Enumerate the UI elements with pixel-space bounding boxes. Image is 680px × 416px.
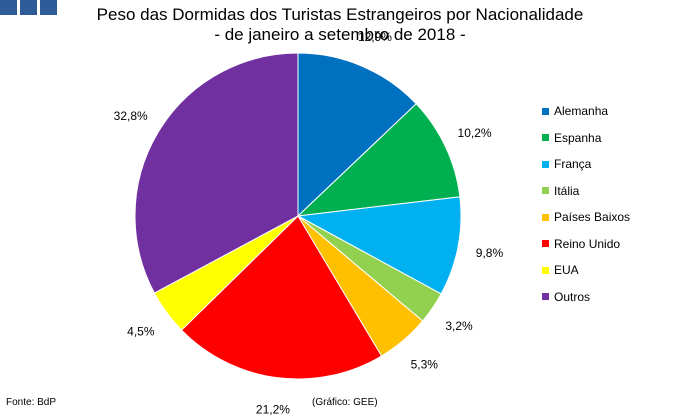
source-note: Fonte: BdP [6,397,57,408]
legend-swatch [542,160,549,168]
chart-title: Peso das Dormidas dos Turistas Estrangei… [96,5,584,24]
legend-label: Reino Unido [554,236,621,251]
data-label-itália: 3,2% [445,319,473,333]
credit-note: (Gráfico: GEE) [312,397,378,408]
legend-item: Reino Unido [542,231,630,258]
legend-label: EUA [554,263,579,278]
legend-item: Países Baixos [542,204,630,231]
data-label-reino-unido: 21,2% [256,402,290,416]
data-label-espanha: 10,2% [458,126,492,140]
chart-legend: Alemanha Espanha França Itália Países Baixos… [542,98,630,310]
legend-swatch [542,266,549,274]
legend-item: EUA [542,257,630,284]
legend-swatch [542,107,549,115]
data-label-alemanha: 12,9% [358,30,392,44]
legend-swatch [542,187,549,195]
legend-swatch [542,134,549,142]
legend-label: França [554,157,592,172]
data-label-frança: 9,8% [476,246,504,260]
pie-slice-reino-unido [180,215,383,380]
legend-swatch [542,240,549,248]
chart-subtitle: - de janeiro a setembro de 2018 - [214,25,466,44]
legend-item: Itália [542,178,630,205]
legend-label: Alemanha [554,104,609,119]
data-label-outros: 32,8% [114,109,148,123]
legend-swatch [542,293,549,301]
logo-square [20,0,37,15]
legend-item: Espanha [542,125,630,152]
pie-slice-espanha [296,103,461,217]
legend-item: Alemanha [542,98,630,125]
legend-item: Outros [542,284,630,311]
data-label-países-baixos: 5,3% [411,358,439,372]
legend-item: França [542,151,630,178]
legend-label: Itália [554,183,580,198]
logo-square [40,0,57,15]
gee-logo-icon [0,0,57,15]
data-label-eua: 4,5% [127,324,155,338]
legend-swatch [542,213,549,221]
legend-label: Outros [554,289,591,304]
pie-slice-outros [134,52,299,294]
legend-label: Países Baixos [554,210,631,225]
pie-slice-frança [296,196,462,295]
pie-slice-alemanha [297,52,417,218]
logo-square [0,0,17,15]
legend-label: Espanha [554,130,602,145]
